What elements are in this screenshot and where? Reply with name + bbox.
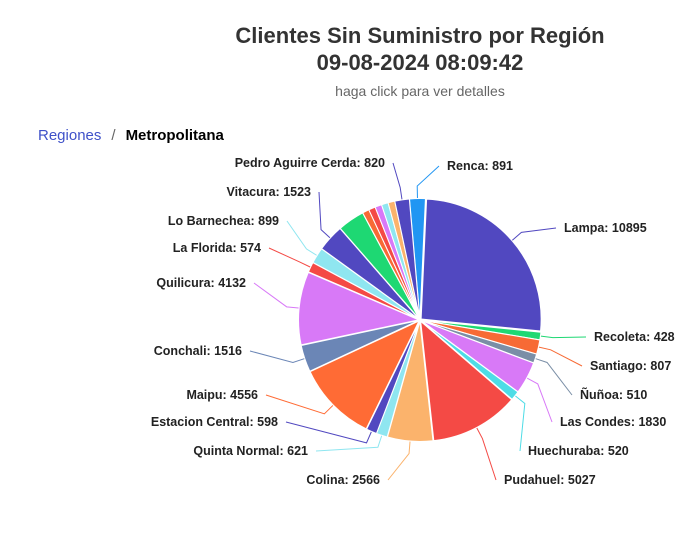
pie-slice-label[interactable]: Maipu: 4556 — [186, 388, 258, 402]
pie-leader-lines — [249, 162, 587, 481]
chart-subtitle: haga click para ver detalles — [335, 83, 505, 99]
pie-slice-label[interactable]: Pudahuel: 5027 — [504, 473, 596, 487]
pie-leader-line — [265, 394, 334, 415]
title-text: Clientes Sin Suministro por Región — [235, 23, 605, 48]
pie-slice[interactable] — [300, 319, 419, 372]
pie-leader-line — [286, 220, 317, 256]
pie-slice[interactable] — [420, 320, 513, 442]
pie-leader-line — [392, 162, 403, 200]
pie-slice-label[interactable]: Colina: 2566 — [306, 473, 380, 487]
pie-labels: Renca: 891 Lampa: 10895 Recoleta: 428 Santi… — [151, 156, 675, 487]
pie-leader-line — [253, 282, 299, 309]
pie-slice-label[interactable]: Lo Barnechea: 899 — [168, 214, 279, 228]
breadcrumb: Regiones / Metropolitana — [38, 127, 224, 144]
breadcrumb-current: Metropolitana — [125, 127, 224, 144]
pie-slice-label[interactable]: Renca: 891 — [447, 159, 513, 173]
pie-slice-label[interactable]: Quilicura: 4132 — [156, 276, 246, 290]
pie-leader-line — [538, 346, 583, 367]
pie-slice[interactable] — [298, 271, 421, 346]
pie-slices — [298, 198, 542, 442]
pie-leader-line — [540, 335, 587, 339]
pie-slice[interactable] — [365, 321, 420, 435]
title-timestamp: 09-08-2024 08:09:42 — [316, 50, 524, 75]
pie-slice-label[interactable]: Huechuraba: 520 — [528, 444, 629, 458]
pie-slice[interactable] — [394, 198, 421, 319]
pie-slice[interactable] — [309, 319, 420, 430]
pie-leader-line — [318, 191, 331, 239]
pie-leader-line — [515, 395, 526, 452]
pie-slice-label[interactable]: Vitacura: 1523 — [226, 185, 311, 199]
pie-leader-line — [387, 441, 411, 481]
pie-leader-line — [249, 350, 305, 364]
pie-leader-line — [535, 358, 573, 396]
pie-leader-line — [315, 435, 383, 452]
breadcrumb-separator: / — [111, 127, 116, 144]
pie-slice[interactable] — [420, 320, 519, 400]
pie-slice-label[interactable]: Las Condes: 1830 — [560, 415, 666, 429]
pie-leader-line — [476, 427, 497, 481]
pie-leader-line — [285, 421, 372, 444]
chart-title: Clientes Sin Suministro por Región 09-08… — [150, 22, 688, 76]
pie-slice-label[interactable]: Estacion Central: 598 — [151, 415, 278, 429]
pie-slice-label[interactable]: La Florida: 574 — [173, 241, 261, 255]
pie-slice-label[interactable]: Pedro Aguirre Cerda: 820 — [235, 156, 385, 170]
breadcrumb-regiones-link[interactable]: Regiones — [38, 127, 102, 144]
pie-leader-line — [268, 247, 311, 268]
pie-slice-label[interactable]: Ñuñoa: 510 — [580, 387, 647, 402]
pie-slice-label[interactable]: Conchali: 1516 — [154, 344, 242, 358]
pie-leader-line — [512, 227, 557, 241]
pie-leader-line — [526, 377, 553, 423]
pie-slice-label[interactable]: Santiago: 807 — [590, 359, 671, 373]
pie-slice-label[interactable]: Lampa: 10895 — [564, 221, 647, 235]
pie-slice[interactable] — [420, 198, 542, 332]
pie-leader-line — [416, 165, 440, 199]
pie-slice-label[interactable]: Recoleta: 428 — [594, 330, 675, 344]
pie-slice-label[interactable]: Quinta Normal: 621 — [193, 444, 308, 458]
